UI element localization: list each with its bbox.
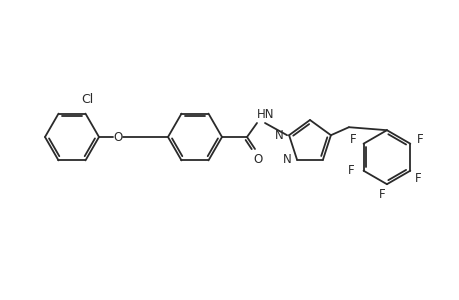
Text: N: N bbox=[275, 129, 284, 142]
Text: Cl: Cl bbox=[81, 93, 94, 106]
Text: F: F bbox=[414, 172, 421, 185]
Text: O: O bbox=[253, 153, 262, 166]
Text: O: O bbox=[113, 130, 123, 143]
Text: F: F bbox=[416, 133, 423, 146]
Text: N: N bbox=[283, 153, 291, 166]
Text: F: F bbox=[347, 164, 354, 177]
Text: HN: HN bbox=[257, 108, 274, 121]
Text: F: F bbox=[378, 188, 384, 201]
Text: F: F bbox=[349, 133, 356, 146]
